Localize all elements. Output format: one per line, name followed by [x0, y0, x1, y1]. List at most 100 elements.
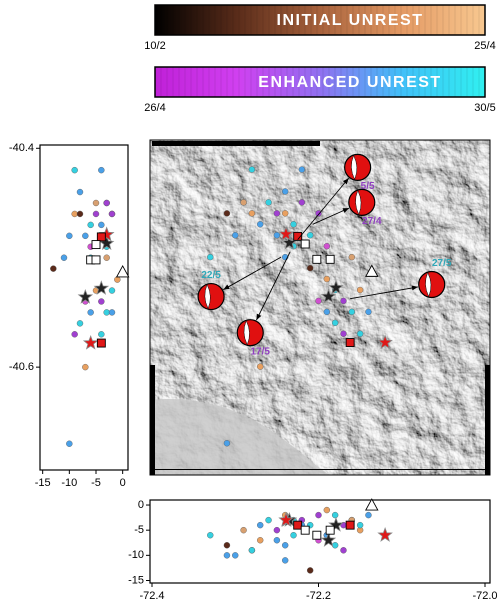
focal-label: 22/5 [201, 270, 221, 281]
event [98, 221, 105, 229]
event [98, 298, 105, 305]
event [340, 297, 347, 305]
lake [150, 399, 330, 475]
event [66, 232, 73, 240]
focal-label: 27/5 [432, 258, 452, 269]
focal-wedge [425, 271, 432, 298]
event [306, 264, 314, 272]
station-square [345, 338, 355, 347]
star-event [377, 334, 393, 350]
station-square [293, 520, 303, 530]
focal-link [350, 286, 419, 300]
x-tick-label: -15 [35, 477, 51, 489]
event [340, 547, 347, 554]
event [257, 221, 264, 228]
y-tick-label: 0 [138, 499, 144, 511]
event [323, 308, 331, 316]
event [331, 511, 339, 519]
event [103, 309, 110, 316]
event [306, 567, 314, 574]
event [108, 309, 116, 316]
event [207, 532, 214, 539]
event [71, 331, 78, 338]
event [232, 232, 239, 239]
event [108, 210, 116, 218]
event [282, 542, 289, 549]
focal-wedge [355, 189, 362, 216]
event [71, 210, 78, 218]
event [92, 210, 100, 218]
event [282, 188, 289, 195]
station-square [345, 520, 355, 530]
event [257, 537, 264, 544]
event [265, 516, 272, 524]
focal-arrowhead [411, 285, 418, 291]
event [323, 242, 331, 250]
panel-frame [39, 144, 129, 471]
x-tick-label: -72.2 [306, 590, 331, 602]
colorbar-end: 25/4 [474, 40, 495, 52]
event [87, 221, 94, 229]
event [340, 330, 347, 337]
station-square [325, 254, 335, 264]
event [223, 440, 231, 447]
map-frame [149, 139, 491, 476]
event [103, 199, 110, 207]
event [290, 532, 297, 539]
event [98, 331, 105, 338]
y-tick-label: -5 [134, 524, 144, 536]
star-event [377, 527, 393, 542]
station-square [312, 530, 322, 540]
focal-link [256, 251, 291, 321]
colorbar-start: 10/2 [144, 40, 165, 52]
event [298, 199, 306, 206]
focal-mechanism [197, 282, 225, 311]
focal-mechanism [348, 188, 376, 217]
event [82, 232, 89, 240]
star-event [328, 279, 344, 295]
event [356, 521, 364, 529]
focal-wedge [243, 320, 250, 346]
colorbar [154, 66, 486, 98]
focal-link [312, 207, 350, 225]
colorbar-start: 26/4 [144, 102, 165, 114]
event [240, 199, 247, 206]
event [323, 506, 331, 514]
event [108, 287, 116, 294]
star-event [93, 280, 110, 295]
event [356, 286, 364, 294]
event [257, 363, 264, 370]
focal-arrowhead [342, 178, 349, 185]
y-tick-label: -15 [128, 574, 144, 586]
colorbar-title: ENHANCED UNREST [258, 74, 441, 91]
event [71, 166, 78, 174]
event [315, 210, 322, 217]
event [232, 552, 239, 559]
focal-label: 27/4 [362, 216, 382, 227]
focal-label: 5/5 [361, 181, 375, 192]
event [348, 253, 356, 261]
event [265, 199, 272, 206]
x-tick-label: -10 [61, 477, 77, 489]
station-square [325, 525, 335, 535]
station-square [293, 231, 303, 241]
event [282, 557, 289, 564]
station-square [91, 240, 101, 250]
y-tick-label: -40.4 [9, 142, 34, 154]
focal-arrowhead [342, 208, 350, 213]
event [248, 166, 256, 173]
focal-link [223, 256, 282, 291]
event [248, 547, 256, 554]
focal-wedge [351, 154, 358, 180]
focal-mechanism [236, 319, 264, 347]
event [82, 363, 89, 371]
star-event [320, 532, 337, 547]
event [114, 276, 121, 283]
y-tick-label: -10 [128, 549, 144, 561]
star-event [320, 288, 337, 304]
event [315, 297, 322, 305]
star-event [328, 517, 344, 532]
star-event [278, 226, 294, 241]
event [365, 511, 372, 519]
vent-triangle [365, 264, 379, 277]
